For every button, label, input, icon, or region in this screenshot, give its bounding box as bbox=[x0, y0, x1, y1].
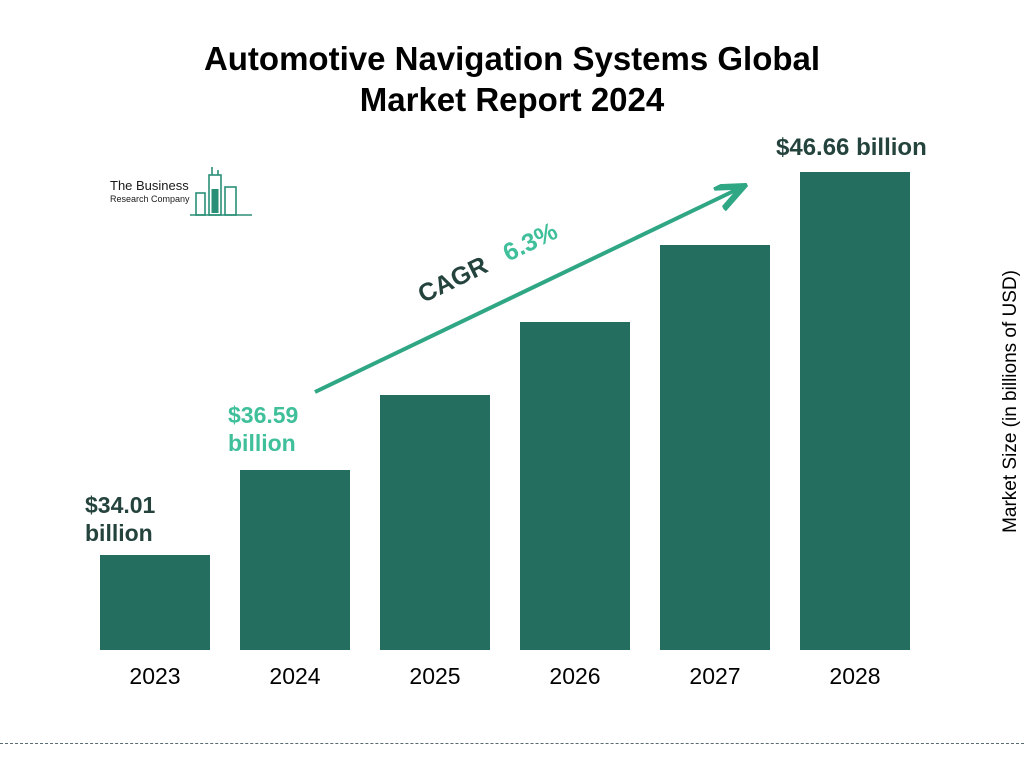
chart-title: Automotive Navigation Systems Global Mar… bbox=[0, 38, 1024, 121]
bar bbox=[240, 470, 350, 650]
value-label-2023-amount: $34.01 bbox=[85, 492, 155, 520]
bottom-divider bbox=[0, 743, 1024, 744]
bar bbox=[520, 322, 630, 650]
bars-container bbox=[85, 160, 925, 650]
y-axis-label: Market Size (in billions of USD) bbox=[1000, 270, 1022, 533]
value-label-2024: $36.59 billion bbox=[228, 402, 298, 457]
value-label-2028: $46.66 billion bbox=[776, 134, 927, 163]
x-axis-tick-label: 2023 bbox=[100, 663, 210, 690]
value-label-2024-unit: billion bbox=[228, 430, 298, 458]
x-axis-tick-label: 2025 bbox=[380, 663, 490, 690]
x-axis-tick-label: 2028 bbox=[800, 663, 910, 690]
x-axis-tick-label: 2027 bbox=[660, 663, 770, 690]
bar bbox=[100, 555, 210, 650]
bar bbox=[800, 172, 910, 650]
chart-title-line1: Automotive Navigation Systems Global bbox=[0, 38, 1024, 79]
value-label-2023: $34.01 billion bbox=[85, 492, 155, 547]
x-axis-tick-label: 2026 bbox=[520, 663, 630, 690]
bar-slot bbox=[380, 395, 490, 650]
x-axis-tick-label: 2024 bbox=[240, 663, 350, 690]
value-label-2028-text: $46.66 billion bbox=[776, 134, 927, 161]
bar-slot bbox=[800, 172, 910, 650]
bar-slot bbox=[240, 470, 350, 650]
bar bbox=[380, 395, 490, 650]
x-axis-labels: 2023 2024 2025 2026 2027 2028 bbox=[85, 663, 925, 690]
value-label-2024-amount: $36.59 bbox=[228, 402, 298, 430]
bar bbox=[660, 245, 770, 650]
value-label-2023-unit: billion bbox=[85, 520, 155, 548]
bar-slot bbox=[660, 245, 770, 650]
chart-title-line2: Market Report 2024 bbox=[0, 79, 1024, 120]
bar-slot bbox=[100, 555, 210, 650]
bar-slot bbox=[520, 322, 630, 650]
